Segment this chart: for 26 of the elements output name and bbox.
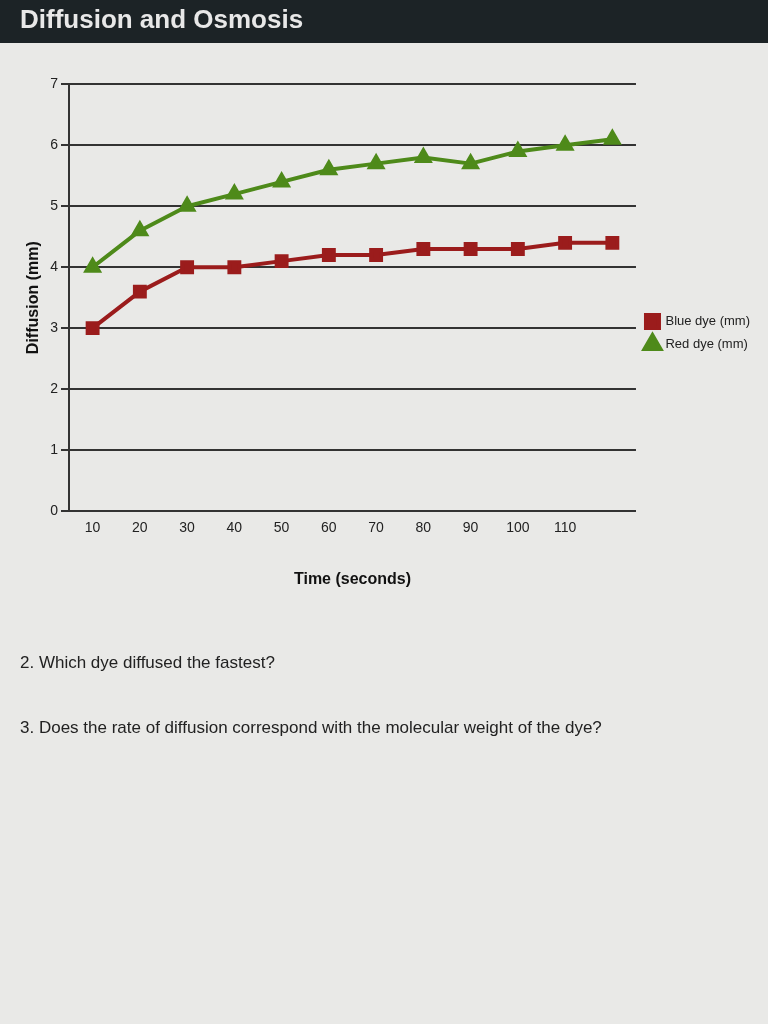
y-tick-label: 6 [50, 136, 59, 153]
chart-title: Diffusion and Osmosis [0, 0, 768, 43]
y-tick-label: 0 [50, 501, 59, 518]
legend-label: Blue dye (mm) [665, 313, 751, 329]
x-tick-label: 100 [506, 519, 530, 536]
x-tick-label: 90 [462, 519, 479, 536]
x-tick-label: 110 [553, 519, 577, 536]
y-tick-label: 1 [50, 440, 59, 457]
x-axis-title: Time (seconds) [293, 569, 412, 587]
legend-label: Red dye (mm) [665, 336, 748, 352]
x-tick-label: 50 [273, 519, 290, 536]
x-tick-label: 10 [84, 519, 101, 536]
x-tick-label: 70 [368, 519, 385, 536]
x-tick-label: 60 [321, 519, 337, 536]
y-tick-label: 5 [50, 197, 59, 214]
text: 3. Does the rate of diffusion correspond with the molecular weight of the dye? [20, 718, 603, 738]
x-tick-label: 40 [226, 519, 243, 536]
x-tick-label: 30 [179, 519, 196, 536]
y-tick-label: 4 [50, 258, 59, 275]
y-tick-label: 7 [50, 75, 59, 92]
y-tick-label: 2 [50, 379, 59, 396]
x-tick-label: 20 [132, 519, 148, 536]
y-axis-title: Diffusion (mm) [24, 241, 42, 355]
x-tick-label: 80 [415, 519, 432, 536]
y-tick-label: 3 [50, 319, 59, 336]
text: 2. Which dye diffused the fastest? [20, 653, 276, 673]
